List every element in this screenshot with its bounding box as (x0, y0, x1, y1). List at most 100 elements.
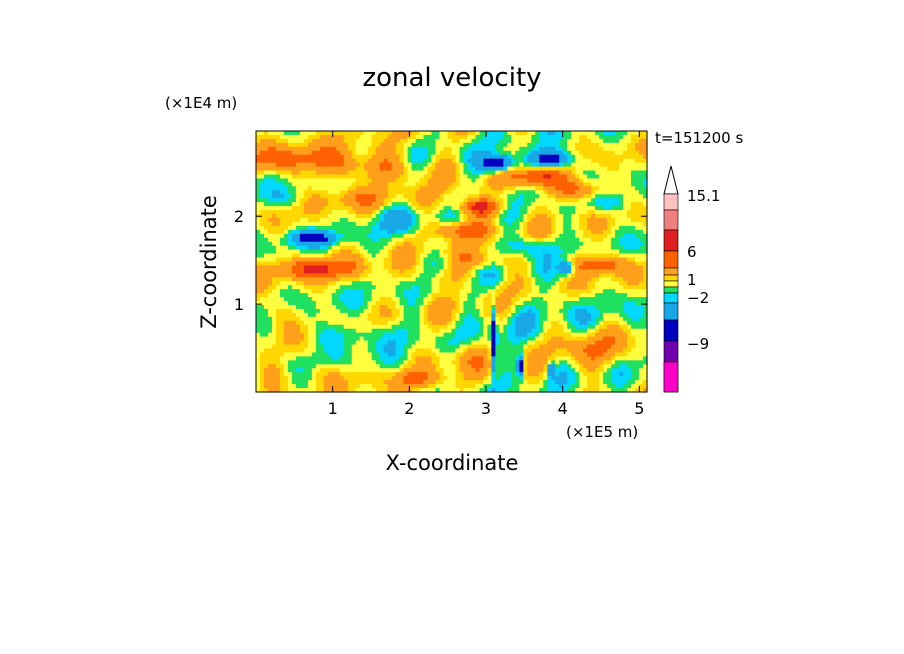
heatmap-cell (631, 182, 636, 187)
heatmap-cell (495, 312, 500, 318)
heatmap-cell (399, 249, 405, 255)
heatmap-cell (579, 166, 584, 172)
heatmap-cell (259, 316, 265, 322)
heatmap-cell (555, 297, 560, 302)
heatmap-cell (627, 190, 632, 195)
heatmap-cell (607, 142, 612, 148)
heatmap-cell (475, 316, 481, 322)
heatmap-cell (435, 237, 441, 243)
heatmap-cell (543, 174, 548, 180)
heatmap-cell (387, 190, 393, 195)
heatmap-cell (583, 221, 588, 227)
heatmap-cell (591, 150, 596, 156)
heatmap-cell (579, 293, 584, 298)
heatmap-cell (335, 328, 341, 334)
heatmap-cell (387, 328, 393, 334)
heatmap-cell (487, 146, 492, 152)
heatmap-cell (587, 293, 592, 298)
heatmap-cell (483, 245, 489, 251)
heatmap-cell (471, 166, 477, 172)
heatmap-cell (323, 316, 329, 322)
heatmap-cell (387, 257, 393, 263)
heatmap-cell (303, 241, 309, 247)
heatmap-cell (555, 320, 560, 326)
heatmap-cell (267, 154, 273, 160)
heatmap-cell (351, 194, 357, 199)
heatmap-cell (535, 174, 540, 180)
heatmap-cell (635, 166, 640, 172)
heatmap-cell (375, 229, 381, 235)
heatmap-cell (379, 162, 385, 168)
heatmap-cell (571, 241, 576, 247)
heatmap-cell (539, 316, 544, 322)
heatmap-cell (547, 253, 552, 259)
heatmap-cell (415, 261, 421, 267)
heatmap-cell (511, 233, 516, 239)
heatmap-cell (495, 293, 500, 298)
heatmap-cell (539, 320, 544, 326)
heatmap-cell (451, 245, 457, 251)
heatmap-cell (415, 312, 421, 318)
heatmap-cell (571, 182, 576, 187)
heatmap-cell (523, 214, 528, 219)
heatmap-cell (511, 166, 516, 172)
heatmap-cell (511, 154, 516, 160)
heatmap-cell (295, 249, 301, 255)
heatmap-cell (359, 241, 365, 247)
heatmap-cell (483, 186, 489, 191)
heatmap-cell (439, 186, 445, 191)
heatmap-cell (263, 186, 269, 191)
heatmap-cell (427, 202, 433, 207)
heatmap-cell (435, 281, 441, 286)
heatmap-cell (491, 297, 496, 302)
heatmap-cell (415, 154, 421, 160)
heatmap-cell (335, 190, 341, 195)
heatmap-cell (571, 158, 576, 164)
heatmap-cell (539, 174, 544, 180)
heatmap-cell (359, 281, 365, 286)
heatmap-cell (427, 214, 433, 219)
heatmap-cell (435, 305, 441, 310)
heatmap-cell (439, 218, 445, 223)
heatmap-cell (319, 206, 325, 211)
heatmap-cell (635, 277, 640, 282)
heatmap-cell (559, 237, 564, 243)
heatmap-cell (467, 316, 473, 322)
heatmap-cell (367, 190, 373, 195)
heatmap-cell (595, 162, 600, 168)
heatmap-cell (283, 225, 289, 231)
heatmap-cell (631, 218, 636, 223)
heatmap-cell (531, 158, 536, 164)
heatmap-cell (447, 289, 453, 294)
heatmap-cell (323, 281, 329, 286)
heatmap-cell (571, 293, 576, 298)
heatmap-cell (499, 285, 504, 290)
heatmap-cell (459, 320, 465, 326)
heatmap-cell (355, 253, 361, 259)
heatmap-cell (631, 281, 636, 286)
heatmap-cell (411, 162, 417, 168)
heatmap-cell (347, 277, 353, 282)
heatmap-cell (323, 186, 329, 191)
heatmap-cell (415, 289, 421, 294)
heatmap-cell (283, 142, 289, 148)
heatmap-cell (447, 285, 453, 290)
heatmap-cell (579, 305, 584, 310)
heatmap-cell (439, 305, 445, 310)
heatmap-cell (435, 265, 441, 270)
heatmap-cell (379, 218, 385, 223)
heatmap-cell (403, 257, 409, 263)
heatmap-cell (611, 265, 616, 270)
heatmap-cell (259, 249, 265, 255)
heatmap-cell (363, 301, 369, 306)
heatmap-cell (311, 301, 317, 306)
heatmap-cell (571, 221, 576, 227)
heatmap-cell (539, 229, 544, 235)
heatmap-cell (539, 221, 544, 227)
heatmap-cell (615, 273, 620, 278)
heatmap-cell (635, 241, 640, 247)
heatmap-cell (339, 158, 345, 164)
heatmap-cell (575, 142, 580, 148)
heatmap-cell (343, 190, 349, 195)
heatmap-cell (299, 261, 305, 267)
